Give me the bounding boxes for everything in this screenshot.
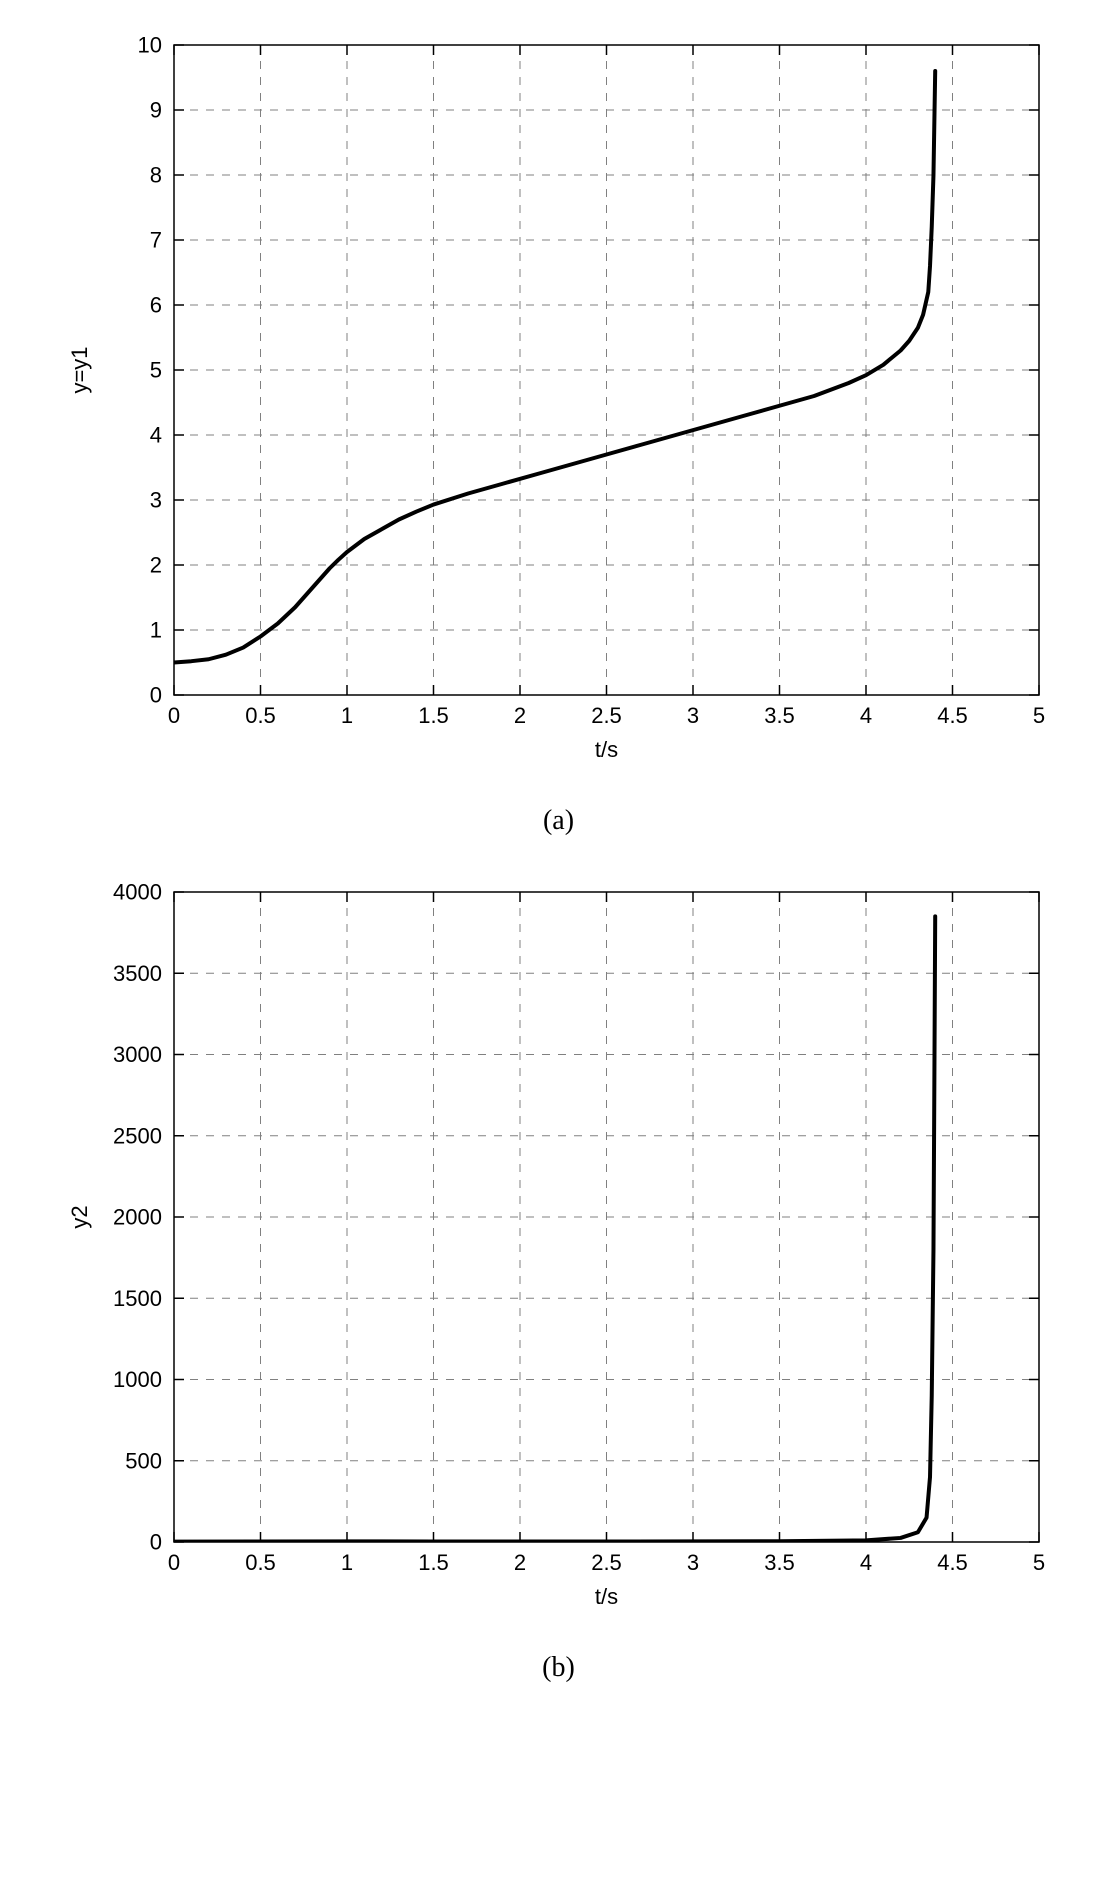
svg-text:0.5: 0.5 [245, 1550, 276, 1575]
subplot-label-b: (b) [542, 1652, 575, 1684]
svg-text:2: 2 [513, 1550, 525, 1575]
svg-text:3000: 3000 [113, 1042, 162, 1067]
svg-text:2: 2 [149, 553, 161, 578]
svg-text:7: 7 [149, 228, 161, 253]
svg-text:500: 500 [125, 1448, 162, 1473]
svg-text:10: 10 [137, 33, 161, 58]
svg-text:5: 5 [1032, 703, 1044, 728]
svg-text:3: 3 [686, 1550, 698, 1575]
svg-text:1.5: 1.5 [418, 703, 449, 728]
svg-text:1000: 1000 [113, 1367, 162, 1392]
svg-text:y=y1: y=y1 [67, 346, 92, 393]
svg-text:4.5: 4.5 [937, 703, 968, 728]
svg-text:1: 1 [340, 1550, 352, 1575]
svg-text:1500: 1500 [113, 1286, 162, 1311]
chart-svg-b: 0 0.5 1 1.5 2 2.5 3 3.5 4 4.5 5 0 500 1000 1500 2000 250… [59, 867, 1059, 1627]
svg-text:4: 4 [149, 423, 161, 448]
svg-text:1.5: 1.5 [418, 1550, 449, 1575]
svg-text:0: 0 [149, 1530, 161, 1555]
svg-text:1: 1 [340, 703, 352, 728]
svg-text:3500: 3500 [113, 961, 162, 986]
svg-text:3: 3 [686, 703, 698, 728]
svg-text:1: 1 [149, 618, 161, 643]
svg-text:8: 8 [149, 163, 161, 188]
svg-text:2.5: 2.5 [591, 703, 622, 728]
svg-text:4: 4 [859, 1550, 871, 1575]
svg-text:2: 2 [513, 703, 525, 728]
svg-text:0: 0 [167, 703, 179, 728]
chart-panel-a: 0 0.5 1 1.5 2 2.5 3 3.5 4 4.5 5 0 1 2 3 4 5 6 7 8 9 10 t/s y=y1… [59, 20, 1059, 837]
svg-text:5: 5 [149, 358, 161, 383]
svg-text:4.5: 4.5 [937, 1550, 968, 1575]
svg-text:t/s: t/s [594, 737, 617, 762]
svg-text:4000: 4000 [113, 880, 162, 905]
svg-text:0.5: 0.5 [245, 703, 276, 728]
chart-panel-b: 0 0.5 1 1.5 2 2.5 3 3.5 4 4.5 5 0 500 1000 1500 2000 250… [59, 867, 1059, 1684]
chart-svg-a: 0 0.5 1 1.5 2 2.5 3 3.5 4 4.5 5 0 1 2 3 4 5 6 7 8 9 10 t/s y=y1 [59, 20, 1059, 780]
svg-text:3: 3 [149, 488, 161, 513]
svg-text:0: 0 [167, 1550, 179, 1575]
svg-text:3.5: 3.5 [764, 703, 795, 728]
svg-text:5: 5 [1032, 1550, 1044, 1575]
svg-text:4: 4 [859, 703, 871, 728]
svg-text:2000: 2000 [113, 1205, 162, 1230]
svg-text:y2: y2 [67, 1205, 92, 1228]
svg-text:0: 0 [149, 683, 161, 708]
svg-text:6: 6 [149, 293, 161, 318]
svg-text:t/s: t/s [594, 1584, 617, 1609]
svg-text:2.5: 2.5 [591, 1550, 622, 1575]
chart-container: 00.511.522.533.544.55012345678910t/sy=y1… [20, 20, 1097, 1684]
svg-text:2500: 2500 [113, 1123, 162, 1148]
svg-text:9: 9 [149, 98, 161, 123]
subplot-label-a: (a) [543, 805, 574, 837]
svg-text:3.5: 3.5 [764, 1550, 795, 1575]
